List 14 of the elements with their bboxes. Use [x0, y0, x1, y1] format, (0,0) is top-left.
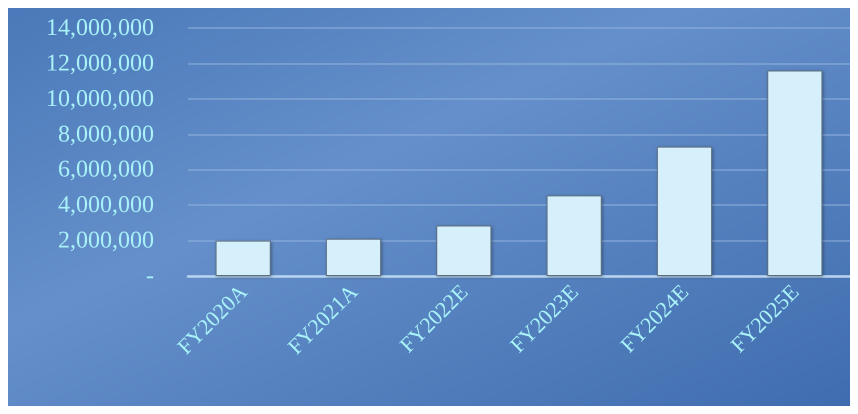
y-tick-label: 14,000,000	[46, 15, 154, 41]
bar	[326, 238, 382, 276]
y-tick-label: 8,000,000	[58, 121, 154, 148]
y-tick-label: 12,000,000	[46, 50, 154, 76]
bar	[436, 226, 492, 276]
bar	[546, 195, 602, 276]
y-tick-label: 4,000,000	[58, 192, 154, 218]
y-tick-label: 6,000,000	[58, 156, 154, 183]
bar	[767, 70, 822, 276]
y-tick-label: 2,000,000	[58, 228, 154, 254]
y-tick-label: -	[146, 263, 154, 289]
bar	[216, 240, 271, 276]
bar	[656, 146, 712, 276]
y-tick-label: 10,000,000	[46, 86, 154, 112]
